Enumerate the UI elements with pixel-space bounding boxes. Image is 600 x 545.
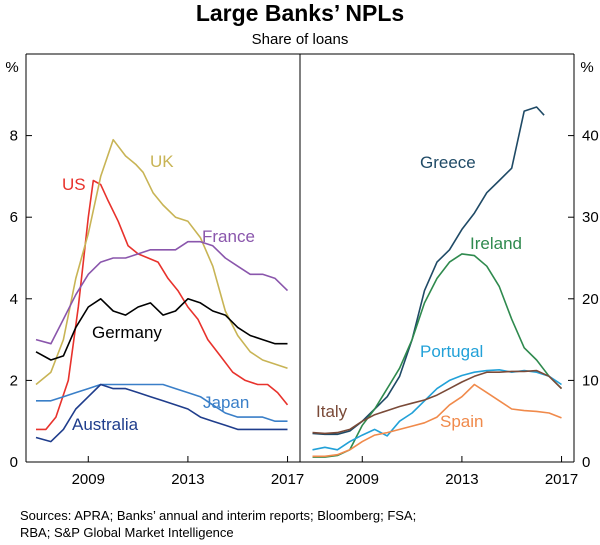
series-label-spain: Spain: [440, 412, 483, 431]
series-label-us: US: [62, 175, 86, 194]
series-line-australia: [35, 383, 288, 443]
series-line-us: [36, 179, 289, 431]
x-tick-label: 2013: [171, 471, 204, 488]
x-tick-label: 2013: [445, 471, 478, 488]
y-tick-label-right: 10: [582, 372, 599, 389]
x-tick-label: 2017: [271, 471, 304, 488]
y-tick-label-left: 8: [10, 128, 18, 145]
chart-subtitle: Share of loans: [251, 31, 349, 48]
right-panel: % 0 10 20 30 40 2009 2013 2017 Greece Ireland Portu…: [312, 59, 599, 488]
x-tick-label: 2009: [72, 471, 105, 488]
y-tick-label-left: 4: [10, 291, 18, 308]
y-unit-label-right: %: [580, 59, 593, 76]
series-line-germany: [35, 297, 288, 361]
x-tick-label: 2017: [545, 471, 578, 488]
left-panel: % 0 2 4 6 8 2009 2013 2017 US UK France Germany Japan…: [5, 59, 304, 488]
series-label-uk: UK: [150, 152, 174, 171]
y-tick-label-right: 20: [582, 291, 599, 308]
series-line-italy: [312, 369, 563, 435]
series-line-japan: [36, 383, 288, 423]
series-label-japan: Japan: [203, 393, 249, 412]
y-tick-label-right: 0: [582, 454, 590, 471]
x-tick-label: 2009: [346, 471, 379, 488]
series-label-italy: Italy: [316, 402, 348, 421]
sources-line-2: RBA; S&P Global Market Intelligence: [20, 525, 234, 540]
series-label-ireland: Ireland: [470, 234, 522, 253]
y-unit-label-left: %: [5, 59, 18, 76]
series-label-germany: Germany: [92, 323, 162, 342]
y-tick-label-right: 30: [582, 209, 599, 226]
series-line-uk: [35, 138, 288, 386]
y-tick-label-right: 40: [582, 128, 599, 145]
series-line-spain: [312, 383, 562, 458]
series-line-france: [35, 240, 289, 345]
series-label-australia: Australia: [72, 415, 139, 434]
series-label-portugal: Portugal: [420, 342, 483, 361]
y-tick-label-left: 2: [10, 372, 18, 389]
series-label-france: France: [202, 227, 255, 246]
series-line-ireland: [312, 253, 563, 458]
series-line-greece: [312, 106, 545, 436]
chart-title: Large Banks’ NPLs: [195, 0, 405, 26]
series-label-greece: Greece: [420, 153, 476, 172]
sources-line-1: Sources: APRA; Banks’ annual and interim…: [20, 508, 417, 523]
sources-note: Sources: APRA; Banks’ annual and interim…: [20, 507, 416, 541]
y-tick-label-left: 6: [10, 209, 18, 226]
y-tick-label-left: 0: [10, 454, 18, 471]
